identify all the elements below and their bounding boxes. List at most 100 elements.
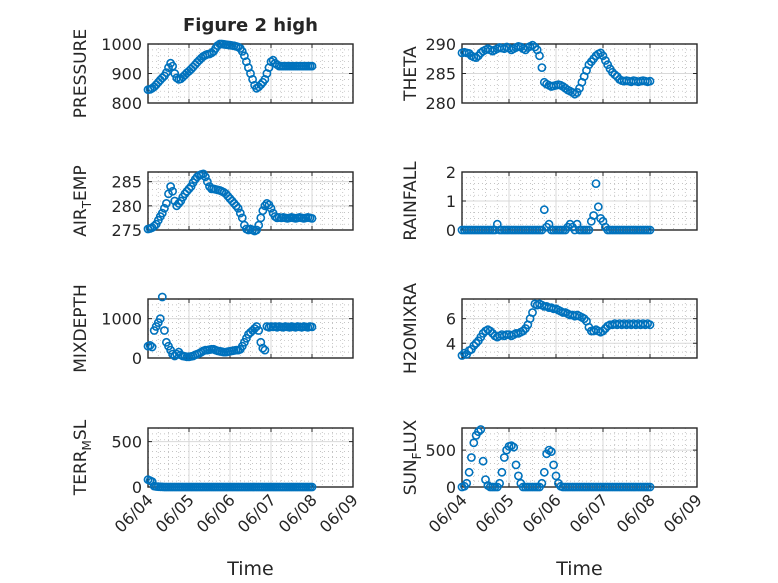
y-axis-label-main: TERR <box>71 450 91 496</box>
x-tick-label: 06/05 <box>472 490 518 536</box>
data-point <box>233 203 243 213</box>
x-tick-label: 06/09 <box>660 490 706 536</box>
data-point <box>174 198 184 208</box>
subplot-7: 0 500 TERRMSL 06/0406/0506/0606/0706/0806/0… <box>71 419 362 580</box>
subplot-4: 0 1 2 RAINFALL <box>401 161 698 241</box>
axes-box <box>461 298 698 359</box>
data-point <box>568 88 577 97</box>
data-point <box>473 427 483 437</box>
y-axis-label-rest: SL <box>71 419 91 440</box>
y-tick-label: 0 <box>132 349 142 368</box>
data-point <box>528 308 537 317</box>
y-tick-label: 285 <box>425 65 456 84</box>
data-point <box>591 179 601 188</box>
y-tick-label: 2 <box>446 163 456 182</box>
data-point <box>476 425 486 434</box>
data-point <box>549 460 558 470</box>
x-tick-label: 06/07 <box>566 490 612 536</box>
y-tick-label: 1000 <box>101 35 142 54</box>
data-point <box>258 343 268 353</box>
y-axis-label-main: AIR <box>71 208 91 237</box>
data-point <box>518 326 528 336</box>
data-point <box>598 51 608 61</box>
data-point <box>457 351 467 360</box>
y-tick-label: 275 <box>111 221 142 240</box>
y-axis-label-rest: EMP <box>71 165 91 201</box>
y-tick-label: 280 <box>111 197 142 216</box>
data-point <box>155 314 165 324</box>
y-tick-label: 0 <box>132 478 142 497</box>
y-axis-label-main: SUN <box>401 459 421 495</box>
y-tick-label: 800 <box>111 94 142 113</box>
y-tick-label: 1000 <box>101 310 142 329</box>
subplot-3: 275 280 285 AIRTEMP <box>71 165 354 240</box>
data-point <box>593 202 603 212</box>
data-point <box>307 61 317 71</box>
x-tick-label: 06/04 <box>111 490 157 536</box>
y-tick-label: 0 <box>446 221 456 240</box>
y-axis-label: MIXDEPTH <box>71 284 91 373</box>
y-tick-label: 6 <box>446 310 456 329</box>
data-point <box>166 182 175 191</box>
x-tick-label: 06/04 <box>425 490 471 536</box>
x-tick-label: 06/08 <box>613 490 659 536</box>
x-tick-label: 06/09 <box>316 490 362 536</box>
data-point <box>645 225 655 235</box>
y-tick-label: 900 <box>111 65 142 84</box>
data-point <box>645 482 655 492</box>
data-point <box>307 482 317 492</box>
data-point <box>147 342 157 352</box>
data-point <box>478 456 488 466</box>
data-point <box>589 211 598 220</box>
data-point <box>254 326 264 335</box>
data-point <box>537 478 547 488</box>
axes-box <box>461 427 698 488</box>
data-point <box>159 326 169 335</box>
x-tick-label: 06/05 <box>152 490 198 536</box>
data-point <box>157 73 167 83</box>
data-point <box>260 345 270 355</box>
data-point <box>168 186 177 196</box>
y-axis-label: TERRMSL <box>71 419 94 496</box>
data-point <box>266 203 276 213</box>
y-tick-label: 0 <box>446 478 456 497</box>
data-point <box>535 51 544 61</box>
data-point <box>598 326 608 336</box>
data-point <box>258 206 268 216</box>
data-point <box>164 63 173 72</box>
data-point <box>237 47 247 56</box>
y-axis-label-subscript: M <box>80 440 94 450</box>
y-tick-label: 500 <box>425 441 456 460</box>
y-tick-label: 290 <box>425 35 456 54</box>
y-axis-label-subscript: F <box>410 452 424 459</box>
data-point <box>539 467 549 477</box>
data-point <box>159 203 169 213</box>
data-point <box>250 324 259 333</box>
data-point <box>645 76 655 86</box>
data-point <box>235 208 245 218</box>
data-point <box>570 89 580 99</box>
data-point <box>252 225 261 235</box>
data-point <box>645 320 655 330</box>
data-point <box>539 205 549 215</box>
data-point <box>256 80 266 90</box>
data-point <box>466 453 476 462</box>
y-tick-label: 280 <box>425 94 456 113</box>
y-axis-label: AIRTEMP <box>71 165 94 236</box>
subplot-1: 800 900 1000 PRESSURE Figure 2 high <box>71 15 354 118</box>
data-point <box>145 340 155 350</box>
data-point <box>157 292 167 302</box>
y-tick-label: 4 <box>446 334 456 353</box>
data-point <box>149 221 159 231</box>
data-point <box>307 213 317 223</box>
data-point <box>471 53 481 62</box>
data-point <box>495 478 504 488</box>
data-point <box>157 208 167 218</box>
x-tick-label: 06/06 <box>193 490 239 536</box>
figure-title: Figure 2 high <box>183 15 318 36</box>
y-axis-label-subscript: T <box>80 200 94 209</box>
y-axis-label: H2OMIXRA <box>401 283 421 374</box>
data-point <box>499 453 509 462</box>
